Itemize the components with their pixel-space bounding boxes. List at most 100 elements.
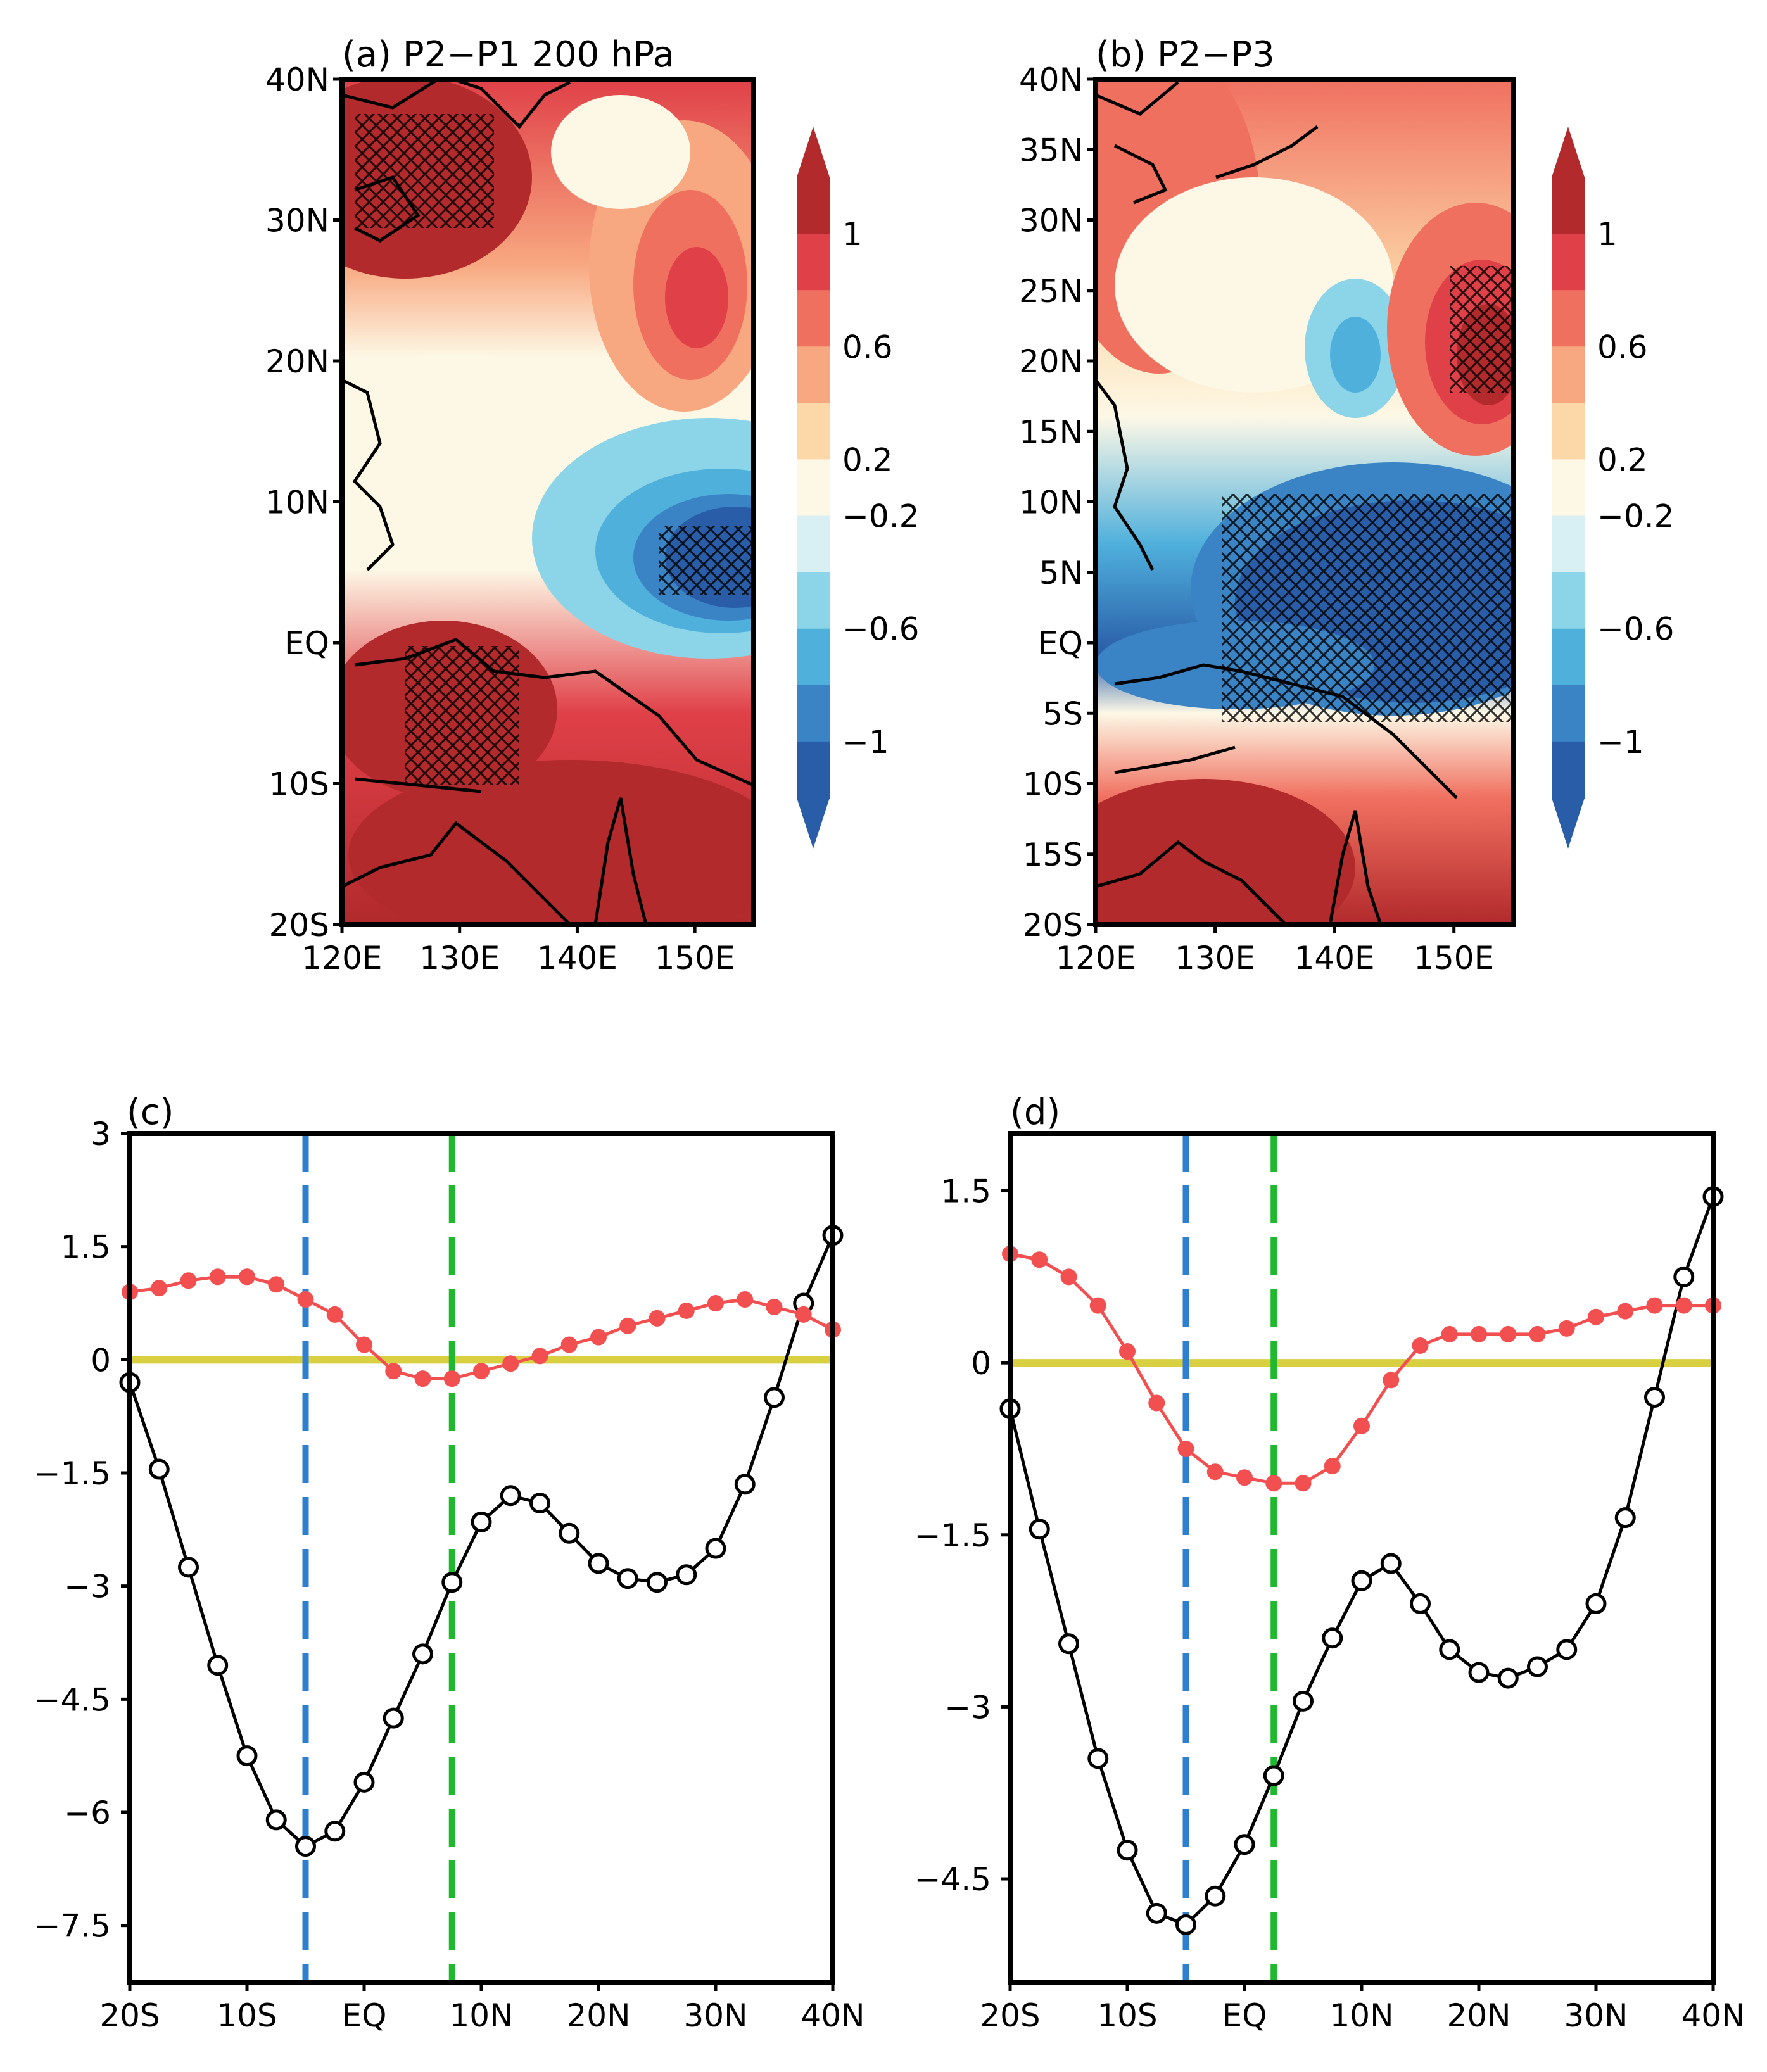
- x-tick-label: 30N: [683, 1997, 747, 2034]
- data-point: [588, 1553, 609, 1574]
- data-point: [1029, 1519, 1050, 1540]
- data-point: [560, 1336, 578, 1353]
- y-tick-label: 0: [971, 1345, 991, 1382]
- data-point: [705, 1538, 726, 1559]
- y-tick-label: 10N: [265, 484, 329, 521]
- y-tick-label: 20S: [1023, 907, 1083, 944]
- data-point: [1119, 1343, 1136, 1360]
- y-tick-label: −1.5: [34, 1455, 111, 1492]
- y-tick-label: 5S: [1042, 695, 1083, 732]
- x-tick-label: 30N: [1564, 1997, 1628, 2034]
- colorbar-segment: [797, 572, 830, 629]
- colorbar-segment: [797, 459, 830, 517]
- colorbar-segment: [797, 741, 830, 799]
- data-point: [1087, 1748, 1109, 1769]
- x-tick-label: 130E: [419, 940, 500, 976]
- y-tick-label: 25N: [1019, 273, 1083, 310]
- colorbar-segment: [1552, 572, 1585, 629]
- colorbar-tick-label: −1: [1597, 724, 1644, 761]
- panel-a-x-ticks: 120E 130E 140E 150E: [301, 925, 735, 976]
- data-point: [1644, 1386, 1665, 1408]
- data-point: [1471, 1325, 1487, 1342]
- panel-b-map: (b) P2−P3 40N 35N 30N 25N 20N 15N 10N 5N EQ 5S 10S…: [1019, 34, 1516, 976]
- data-point: [1353, 1417, 1370, 1434]
- data-point: [1060, 1268, 1077, 1286]
- data-point: [1527, 1656, 1548, 1677]
- y-tick-label: 10S: [1023, 766, 1083, 803]
- data-point: [1556, 1639, 1578, 1660]
- data-point: [207, 1655, 229, 1676]
- data-point: [1058, 1633, 1079, 1655]
- y-tick-label: 5N: [1039, 555, 1083, 591]
- data-point: [1205, 1885, 1226, 1907]
- colorbar-segment: [797, 234, 830, 291]
- x-tick-label: 10S: [217, 1997, 277, 2034]
- colorbar-segment: [1552, 685, 1585, 742]
- colorbar-top-arrow: [1552, 127, 1585, 177]
- data-point: [1410, 1593, 1431, 1614]
- data-point: [383, 1707, 404, 1729]
- data-point: [1031, 1251, 1048, 1268]
- series-line: [128, 1234, 835, 1848]
- colorbar-segment: [1552, 346, 1585, 404]
- colorbar-segment: [797, 685, 830, 742]
- data-point: [1148, 1394, 1165, 1412]
- panel-b-y-ticks: 40N 35N 30N 25N 20N 15N 10N 5N EQ 5S 10S 15S 20S: [1019, 61, 1096, 944]
- colorbar-bottom-arrow: [797, 798, 830, 849]
- data-point: [412, 1643, 433, 1665]
- colorbar-segment: [1552, 459, 1585, 517]
- data-point: [617, 1568, 638, 1589]
- panel-a-coastlines: [342, 79, 754, 925]
- colorbar-top-arrow: [797, 127, 830, 177]
- data-point: [1236, 1469, 1253, 1486]
- y-tick-label: 1.5: [940, 1173, 991, 1210]
- data-point: [737, 1291, 754, 1308]
- x-tick-label: 150E: [1414, 940, 1494, 976]
- x-tick-label: 20N: [566, 1997, 630, 2034]
- data-point: [180, 1272, 197, 1289]
- y-tick-label: −4.5: [915, 1861, 991, 1898]
- data-point: [1089, 1297, 1106, 1314]
- data-point: [676, 1564, 697, 1586]
- panel-b-x-ticks: 120E 130E 140E 150E: [1055, 925, 1494, 976]
- data-point: [734, 1474, 756, 1495]
- data-point: [1439, 1639, 1460, 1660]
- y-tick-label: 15S: [1023, 837, 1083, 873]
- data-point: [1468, 1662, 1490, 1683]
- y-tick-label: 30N: [1019, 203, 1083, 239]
- data-point: [1322, 1627, 1343, 1649]
- data-point: [1293, 1690, 1314, 1712]
- x-tick-label: 20S: [980, 1997, 1040, 2034]
- colorbar-tick-label: 0.2: [842, 441, 893, 478]
- data-point: [1263, 1765, 1284, 1786]
- panel-a-contour-field: [342, 79, 754, 925]
- data-point: [1117, 1840, 1138, 1861]
- panel-a-y-ticks: 40N 30N 20N 10N EQ 10S 20S: [265, 61, 342, 944]
- data-point: [590, 1329, 607, 1346]
- panel-a-title: (a) P2−P1 200 hPa: [342, 34, 674, 75]
- colorbar-tick-label: −0.6: [842, 611, 919, 648]
- data-point: [619, 1317, 636, 1334]
- y-tick-label: 10N: [1019, 484, 1083, 521]
- colorbar-tick-label: 0.2: [1597, 441, 1648, 478]
- x-tick-label: 20S: [99, 1997, 160, 2034]
- x-tick-label: 150E: [655, 940, 735, 976]
- data-point: [178, 1557, 199, 1578]
- data-point: [324, 1821, 346, 1842]
- data-point: [500, 1485, 521, 1507]
- data-point: [1646, 1297, 1663, 1314]
- data-point: [649, 1310, 666, 1327]
- data-point: [1177, 1440, 1194, 1457]
- data-point: [471, 1511, 492, 1532]
- y-tick-label: −3: [944, 1689, 991, 1726]
- data-point: [1295, 1475, 1312, 1492]
- y-tick-label: 40N: [265, 61, 329, 98]
- data-point: [356, 1336, 372, 1353]
- y-tick-label: 10S: [269, 766, 329, 803]
- colorbar-tick-label: −1: [842, 724, 889, 761]
- data-point: [1234, 1834, 1255, 1855]
- x-tick-label: 140E: [537, 940, 618, 976]
- data-point: [707, 1295, 724, 1311]
- data-point: [1558, 1320, 1575, 1337]
- data-point: [531, 1348, 548, 1365]
